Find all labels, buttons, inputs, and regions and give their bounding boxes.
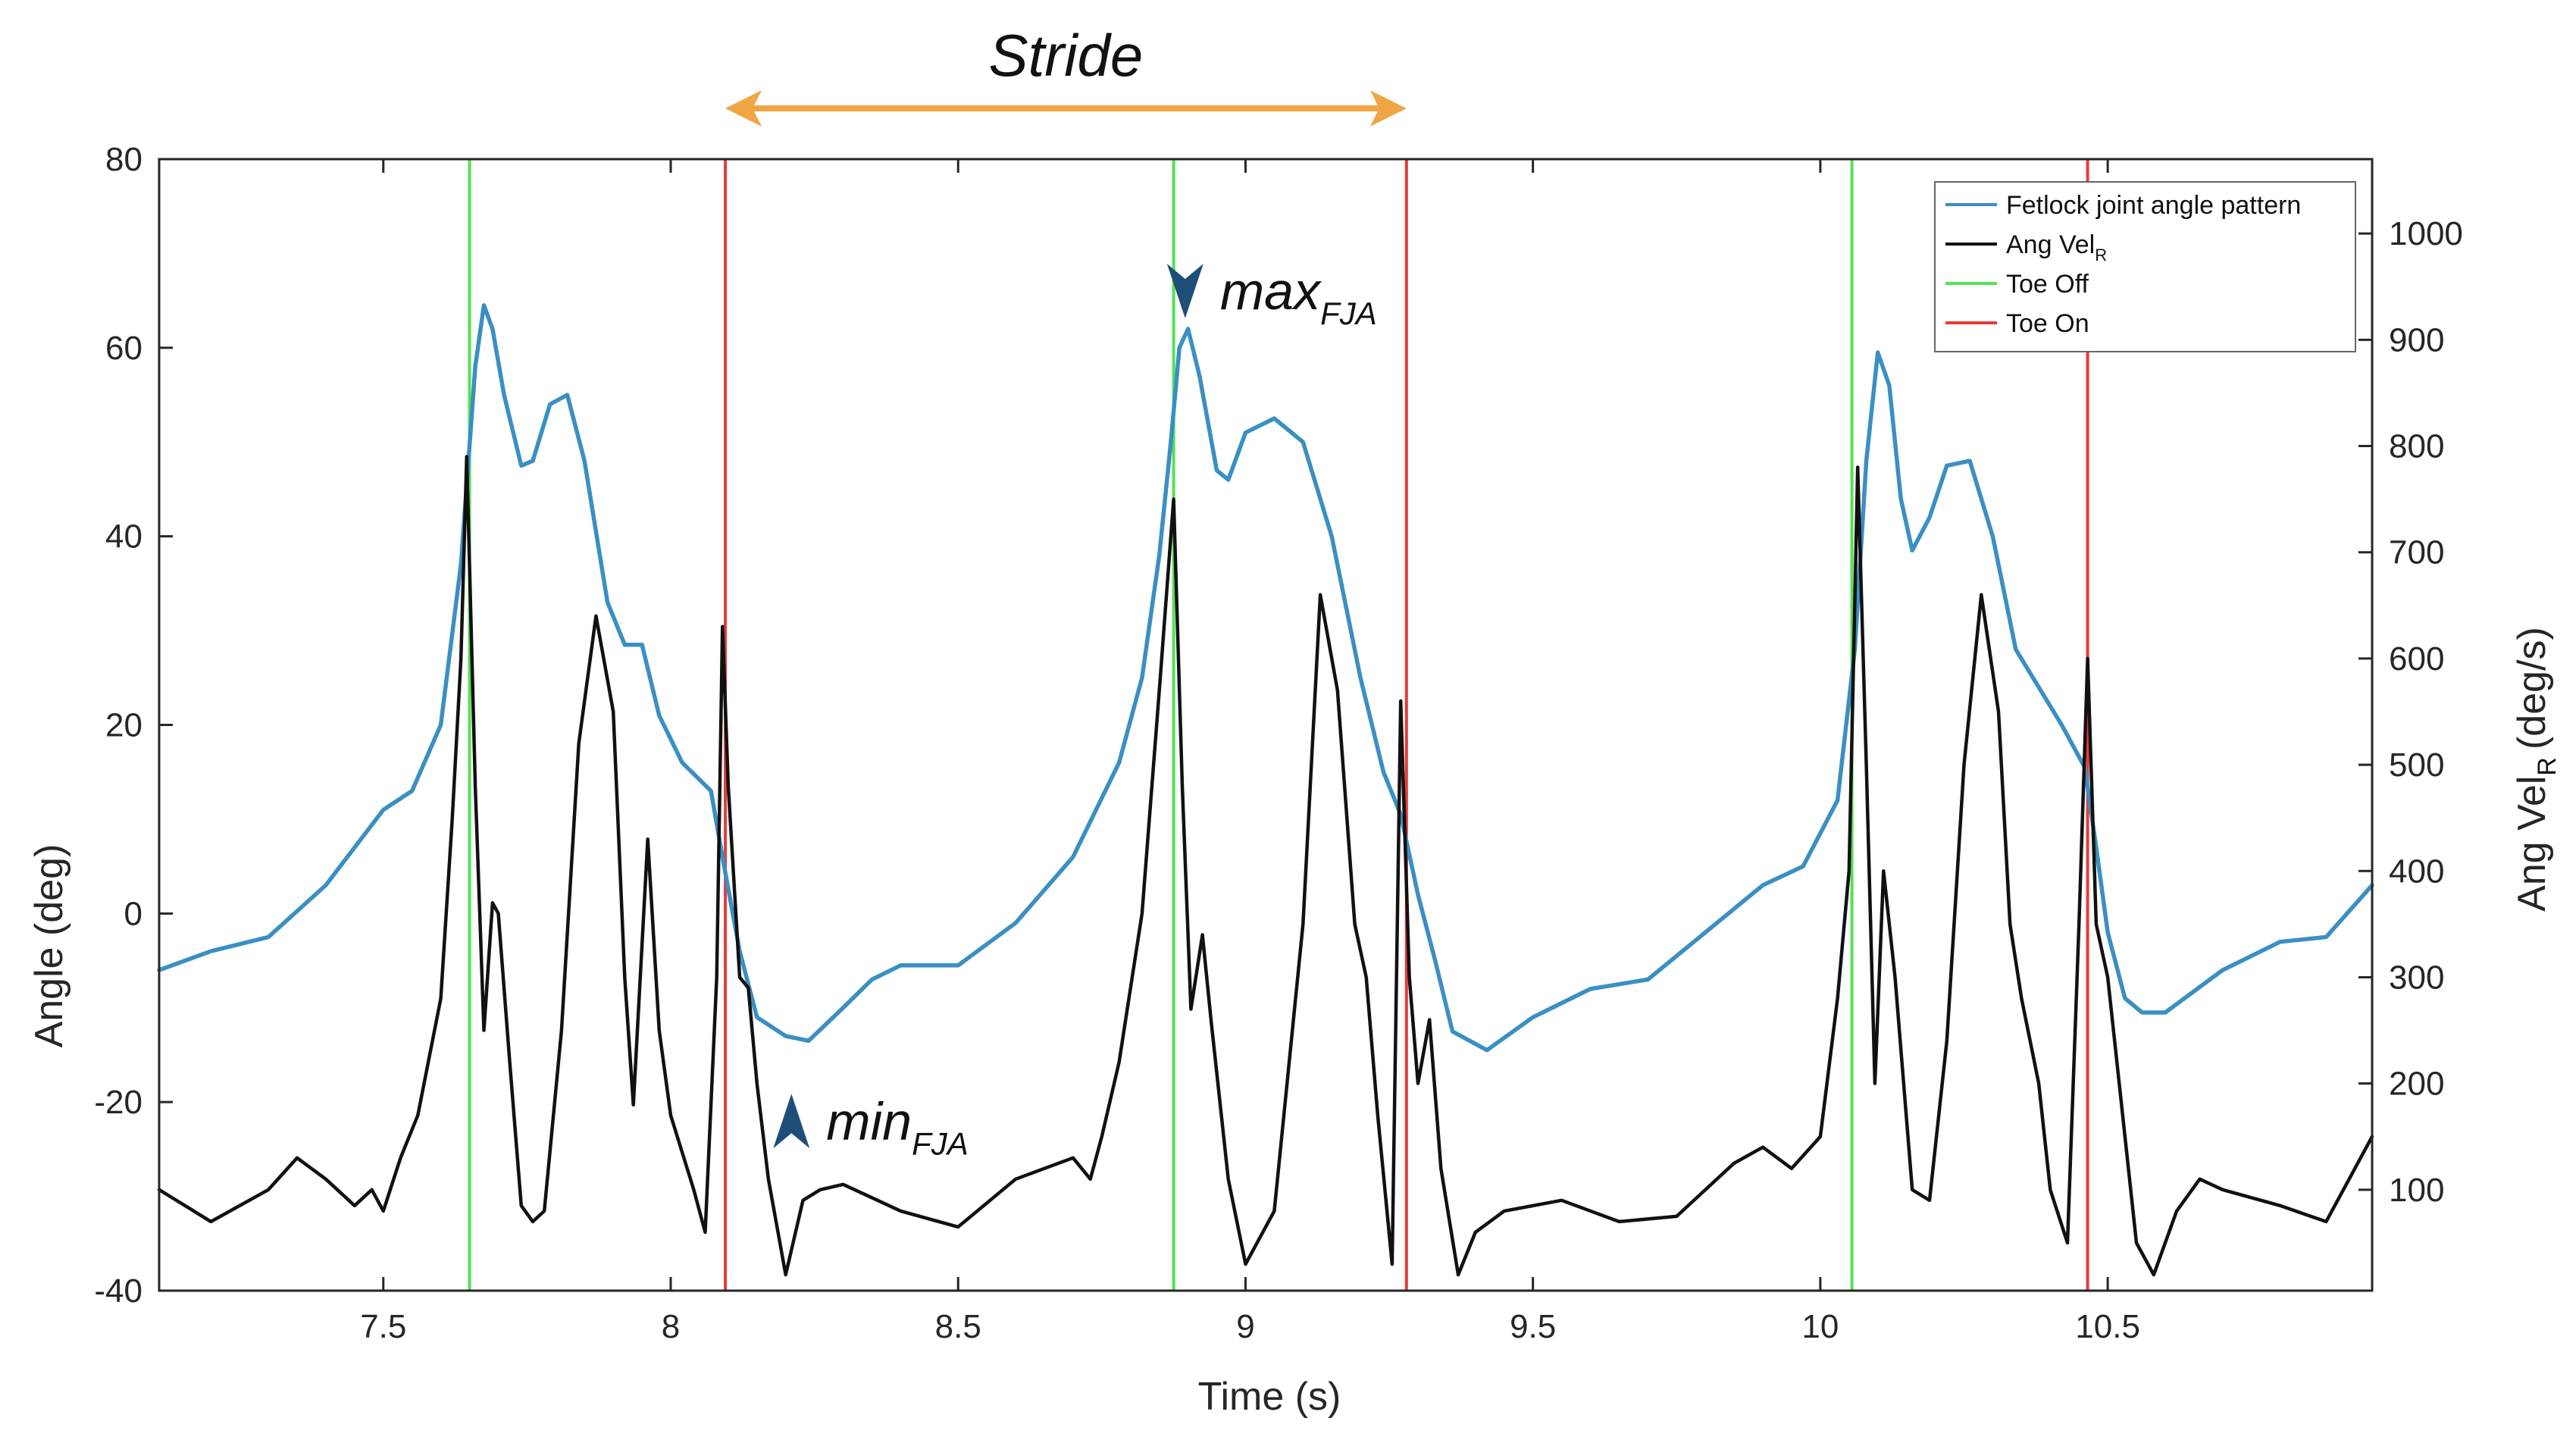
y-right-tick-label: 400: [2389, 853, 2444, 890]
y-right-label-sub: R: [2533, 757, 2562, 776]
max-fja-annotation: maxFJA: [1166, 261, 1377, 331]
y-left-tick-label: -20: [94, 1084, 142, 1121]
y-right-tick-label: 900: [2389, 321, 2444, 358]
x-axis-ticks: 7.5 8 8.5 9 9.5 10 10.5: [360, 159, 2140, 1345]
angular-velocity-series-line: [157, 455, 2374, 1277]
y-left-axis-label: Angle (deg): [27, 844, 71, 1048]
stride-arrowhead-right: [1369, 90, 1407, 127]
legend-label-fetlock-joint-angle-pattern: Fetlock joint angle pattern: [2006, 191, 2301, 220]
y-right-tick-label: 700: [2389, 534, 2444, 571]
max-fja-label-main: max: [1220, 261, 1322, 321]
max-fja-marker: [1166, 263, 1203, 318]
y-left-tick-label: 20: [105, 707, 142, 744]
series-lines: [157, 303, 2374, 1277]
legend-box: [1934, 181, 2356, 352]
x-axis-label: Time (s): [1198, 1375, 1341, 1419]
y-left-axis-ticks: -40 -20 0 20 40 60 80: [94, 141, 173, 1310]
legend-label-toe-on: Toe On: [2006, 309, 2089, 338]
y-left-tick-label: 0: [124, 895, 142, 932]
y-right-tick-label: 100: [2389, 1172, 2444, 1209]
legend-label-main: Toe On: [2006, 309, 2089, 338]
stride-arrowhead-left: [725, 90, 762, 127]
y-right-axis-ticks: 100 200 300 400 500 600 700 800 900 1000: [2358, 215, 2463, 1209]
min-fja-marker: [773, 1094, 810, 1149]
y-right-tick-label: 600: [2389, 640, 2444, 678]
y-right-tick-label: 1000: [2389, 215, 2463, 252]
legend-label-main: Ang Vel: [2006, 230, 2095, 259]
fetlock-angle-series-line: [157, 303, 2374, 1053]
x-tick-label: 10: [1801, 1308, 1839, 1345]
y-left-tick-label: 60: [105, 330, 142, 367]
y-left-tick-label: -40: [94, 1272, 142, 1310]
y-right-tick-label: 500: [2389, 747, 2444, 784]
stride-label: Stride: [989, 22, 1144, 89]
y-right-axis-label: Ang VelR (deg/s): [2510, 627, 2562, 912]
x-tick-label: 8.5: [935, 1308, 981, 1345]
y-left-tick-label: 40: [105, 518, 142, 556]
x-tick-label: 10.5: [2075, 1308, 2140, 1345]
min-fja-label: minFJA: [826, 1091, 968, 1161]
min-fja-label-main: min: [826, 1091, 912, 1150]
legend: Fetlock joint angle pattern Ang VelR Toe O…: [1934, 181, 2356, 352]
x-tick-label: 7.5: [360, 1308, 406, 1345]
legend-label-main: Toe Off: [2006, 270, 2089, 299]
x-tick-label: 8: [662, 1308, 680, 1345]
max-fja-label-sub: FJA: [1320, 296, 1377, 331]
y-right-tick-label: 800: [2389, 428, 2444, 465]
y-right-label-unit: (deg/s): [2510, 627, 2554, 750]
min-fja-label-sub: FJA: [912, 1125, 969, 1161]
legend-label-sub: R: [2095, 246, 2107, 264]
y-right-tick-label: 200: [2389, 1066, 2444, 1103]
min-fja-annotation: minFJA: [773, 1091, 969, 1161]
y-right-label-main: Ang Vel: [2510, 776, 2554, 912]
legend-label-ang-vel: Ang VelR: [2006, 230, 2107, 264]
y-left-tick-label: 80: [105, 141, 142, 178]
stride-annotation: Stride: [725, 22, 1407, 127]
legend-label-toe-off: Toe Off: [2006, 270, 2089, 299]
legend-label-main: Fetlock joint angle pattern: [2006, 191, 2301, 220]
x-tick-label: 9.5: [1510, 1308, 1556, 1345]
y-right-tick-label: 300: [2389, 959, 2444, 996]
x-tick-label: 9: [1236, 1308, 1254, 1345]
max-fja-label: maxFJA: [1220, 261, 1377, 331]
